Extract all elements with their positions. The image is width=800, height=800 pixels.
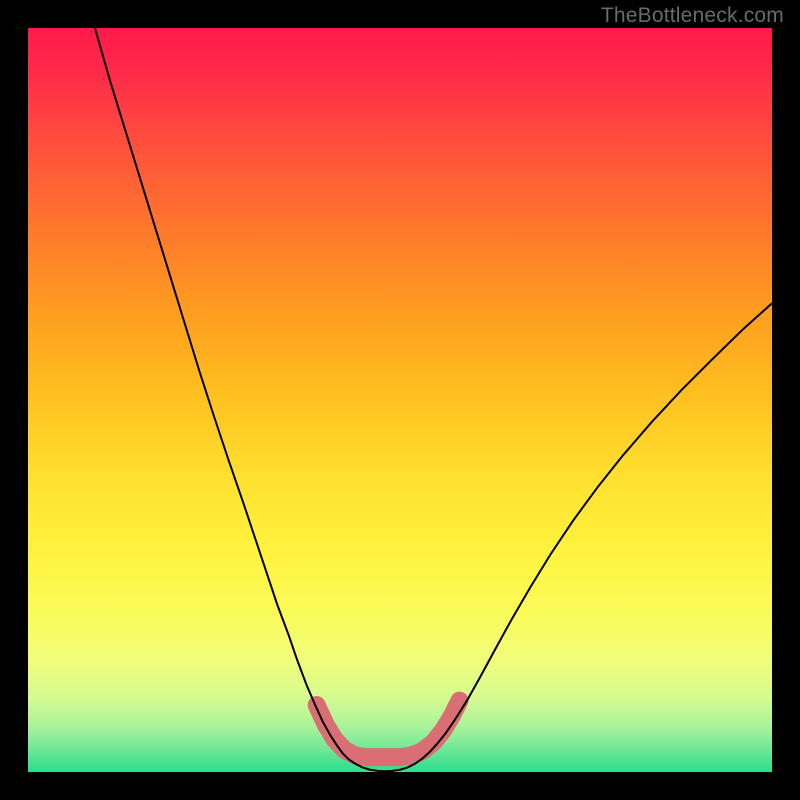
plot-svg (28, 28, 772, 772)
watermark-text: TheBottleneck.com (601, 4, 784, 28)
plot-area (28, 28, 772, 772)
gradient-background (28, 28, 772, 772)
chart-frame: TheBottleneck.com (0, 0, 800, 800)
